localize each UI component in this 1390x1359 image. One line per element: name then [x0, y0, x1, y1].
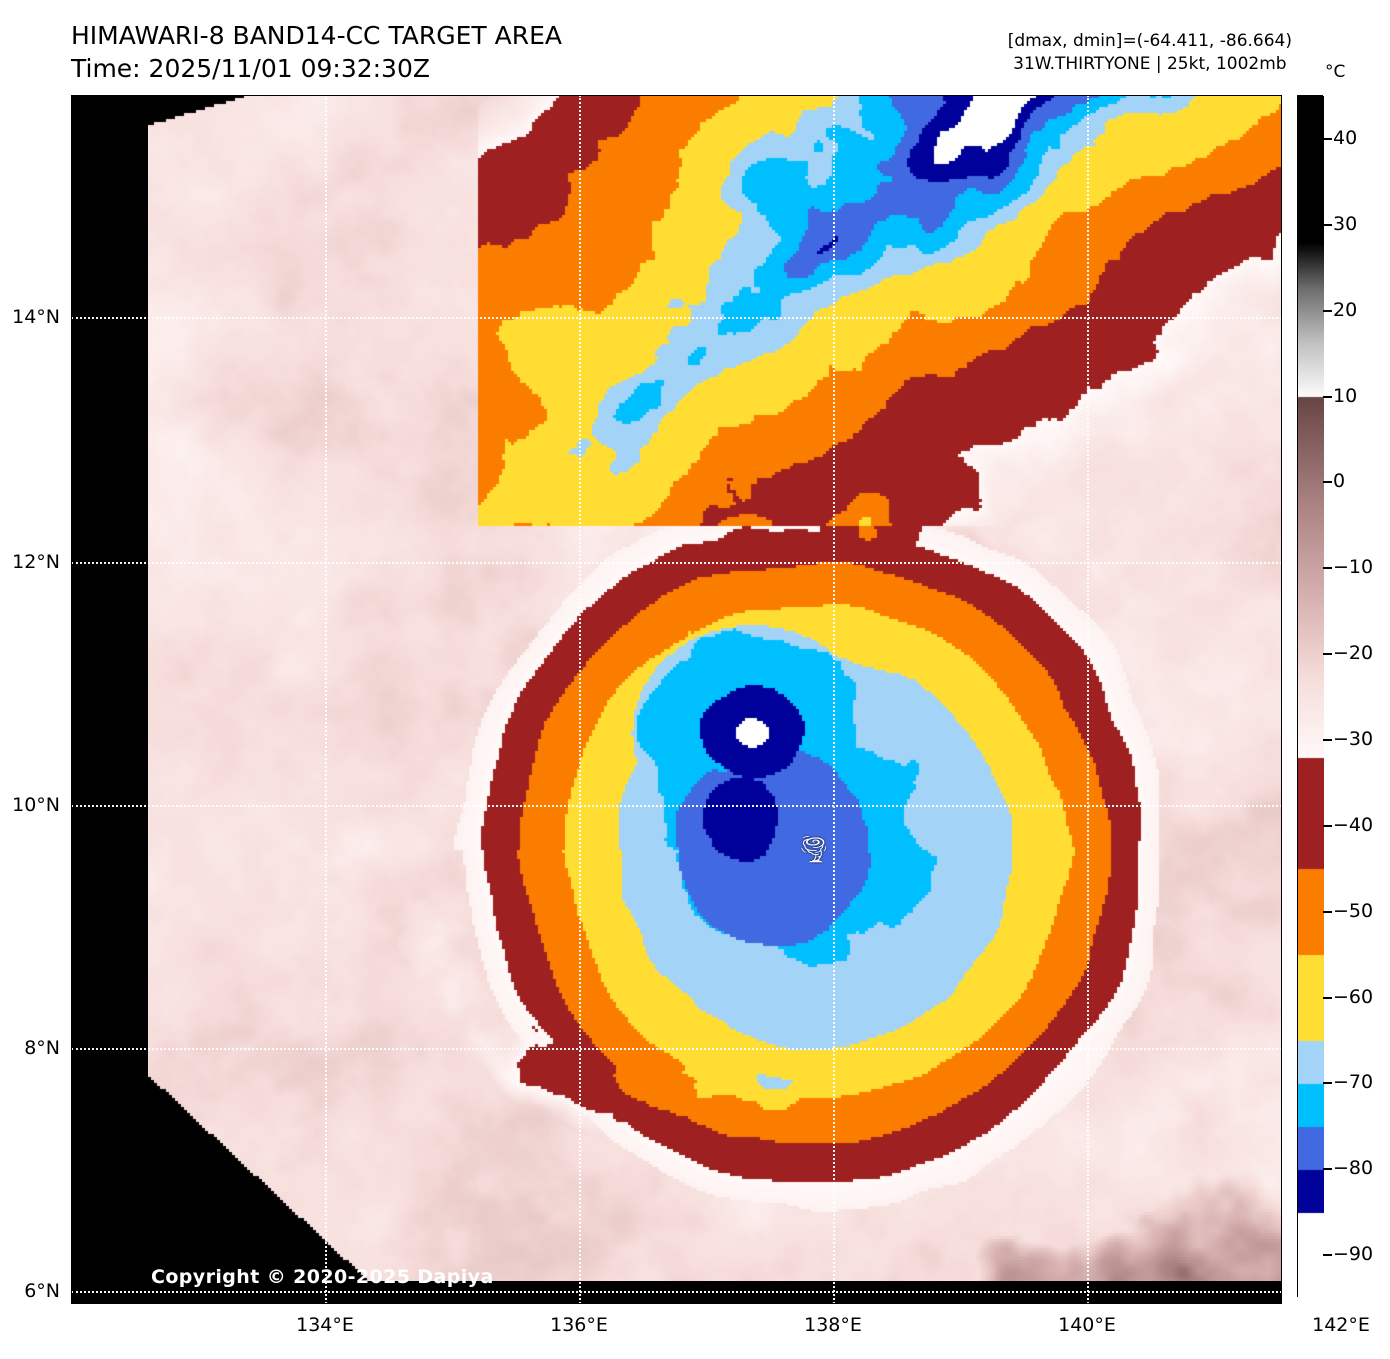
x-tick-label: 142°E	[1312, 1314, 1370, 1336]
colorbar-tick-label: 30	[1333, 212, 1358, 235]
y-tick-label: 10°N	[12, 794, 60, 816]
colorbar	[1297, 95, 1324, 1298]
colorbar-gradient	[1298, 96, 1324, 1298]
colorbar-tick-label: 40	[1333, 126, 1358, 149]
colorbar-tick-mark	[1323, 653, 1332, 656]
parallel-gridline	[71, 562, 1282, 564]
colorbar-tick-label: −10	[1333, 556, 1374, 579]
colorbar-tick-label: −40	[1333, 813, 1374, 836]
colorbar-tick-mark	[1323, 824, 1332, 827]
meridian-gridline	[1087, 95, 1089, 1304]
colorbar-tick-mark	[1323, 996, 1332, 999]
y-tick-label: 6°N	[24, 1280, 60, 1302]
satellite-image-plot: 🌪 Copyright © 2020-2025 Dapiya	[71, 95, 1282, 1304]
storm-center-marker: 🌪	[797, 835, 831, 866]
colorbar-tick-label: −90	[1333, 1243, 1374, 1266]
page-title: HIMAWARI-8 BAND14-CC TARGET AREA	[71, 21, 563, 50]
colorbar-tick-label: 20	[1333, 298, 1358, 321]
title-block: HIMAWARI-8 BAND14-CC TARGET AREA Time: 2…	[71, 20, 562, 85]
parallel-gridline	[71, 317, 1282, 319]
colorbar-tick-mark	[1323, 567, 1332, 570]
y-tick-label: 12°N	[12, 551, 60, 573]
colorbar-tick-mark	[1323, 223, 1332, 226]
copyright-label: Copyright © 2020-2025 Dapiya	[151, 1266, 494, 1288]
colorbar-tick-mark	[1323, 1254, 1332, 1257]
colorbar-tick-mark	[1323, 1082, 1332, 1085]
satellite-data-swath	[148, 95, 1282, 1281]
colorbar-unit-label: °C	[1325, 62, 1346, 82]
x-tick-label: 134°E	[296, 1314, 354, 1336]
meridian-gridline	[833, 95, 835, 1304]
colorbar-tick-label: 0	[1333, 470, 1346, 493]
colorbar-tick-label: −30	[1333, 727, 1374, 750]
parallel-gridline	[71, 1048, 1282, 1050]
colorbar-tick-mark	[1323, 481, 1332, 484]
x-tick-label: 140°E	[1058, 1314, 1116, 1336]
meridian-gridline	[579, 95, 581, 1304]
colorbar-tick-label: −50	[1333, 899, 1374, 922]
y-tick-label: 8°N	[24, 1037, 60, 1059]
colorbar-tick-label: −20	[1333, 642, 1374, 665]
metadata-block: [dmax, dmin]=(-64.411, -86.664) 31W.THIR…	[1008, 30, 1292, 76]
parallel-gridline	[71, 1291, 1282, 1293]
colorbar-tick-mark	[1323, 910, 1332, 913]
y-tick-label: 14°N	[12, 306, 60, 328]
x-tick-label: 136°E	[550, 1314, 608, 1336]
colorbar-tick-label: 10	[1333, 384, 1358, 407]
x-tick-label: 138°E	[804, 1314, 862, 1336]
meridian-gridline	[325, 95, 327, 1304]
colorbar-tick-mark	[1323, 738, 1332, 741]
timestamp: Time: 2025/11/01 09:32:30Z	[71, 53, 430, 83]
colorbar-tick-mark	[1323, 395, 1332, 398]
storm-info-label: 31W.THIRTYONE | 25kt, 1002mb	[1013, 53, 1287, 74]
colorbar-tick-label: −70	[1333, 1071, 1374, 1094]
colorbar-tick-mark	[1323, 1168, 1332, 1171]
dmax-dmin-label: [dmax, dmin]=(-64.411, -86.664)	[1007, 31, 1292, 51]
colorbar-tick-mark	[1323, 137, 1332, 140]
parallel-gridline	[71, 805, 1282, 807]
infrared-brightness-temperature-raster	[148, 95, 1282, 1281]
colorbar-tick-label: −80	[1333, 1157, 1374, 1180]
colorbar-tick-label: −60	[1333, 985, 1374, 1008]
colorbar-tick-mark	[1323, 309, 1332, 312]
